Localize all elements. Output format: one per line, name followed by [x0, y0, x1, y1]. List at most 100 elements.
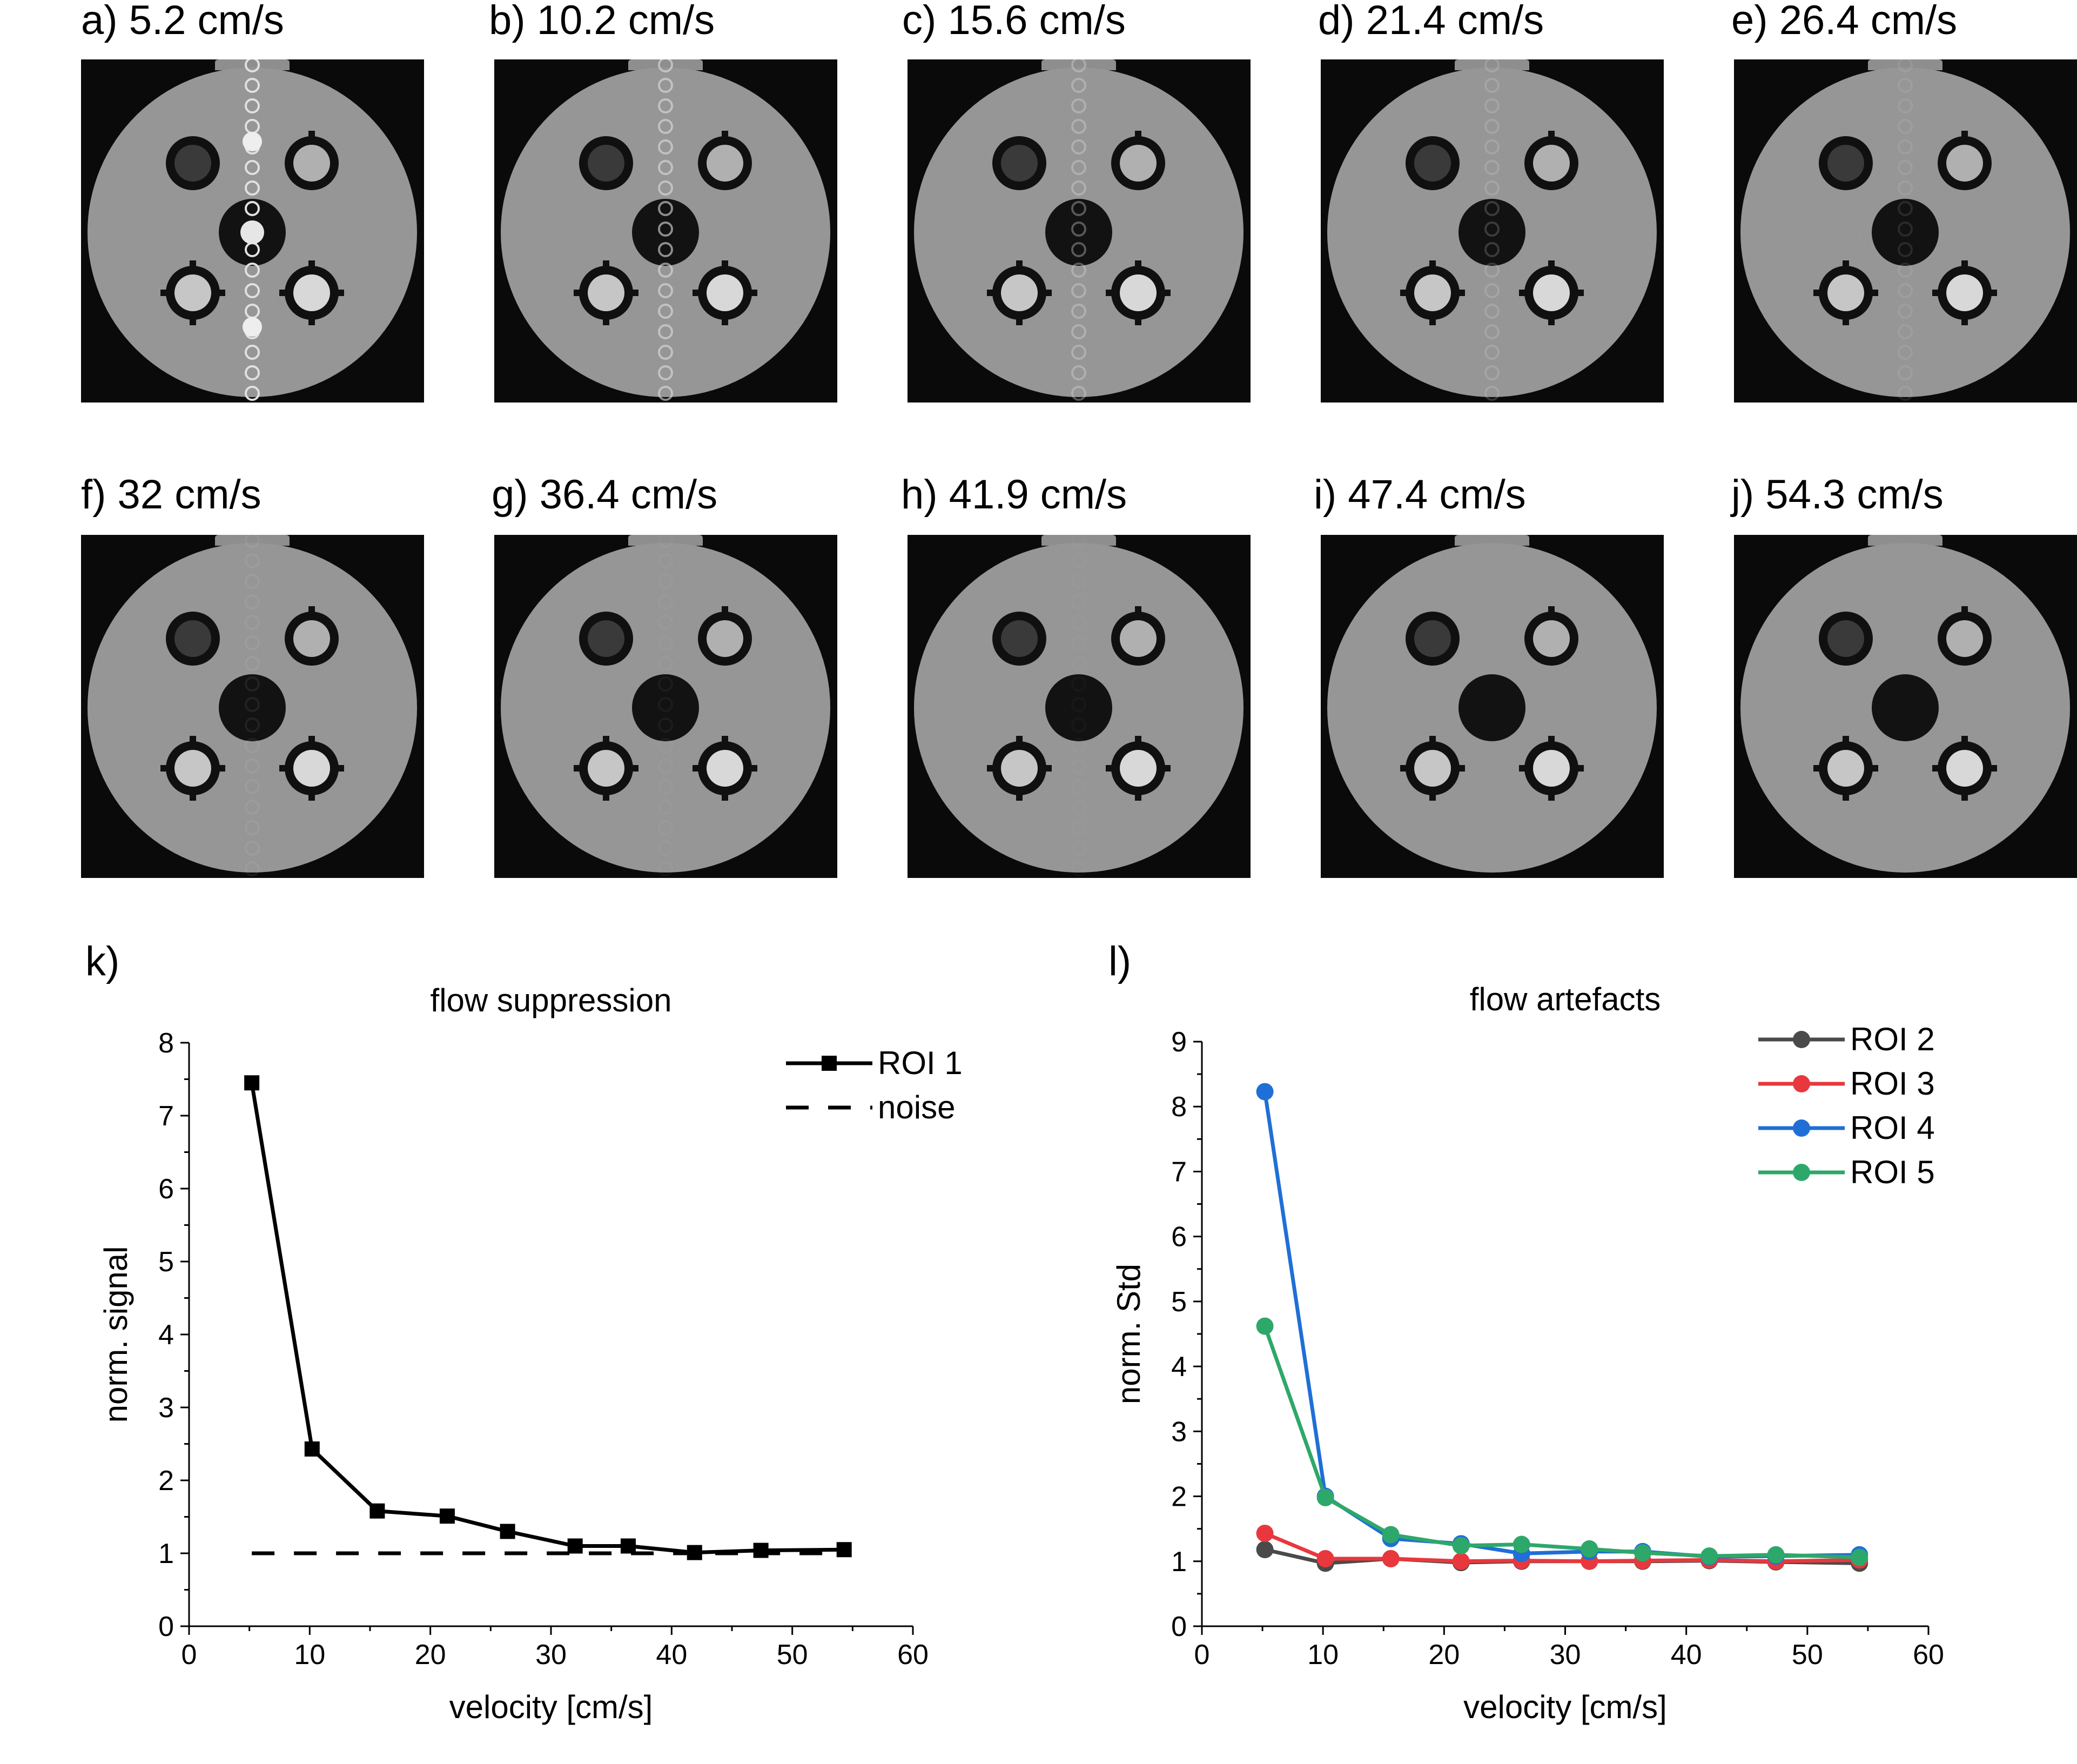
- data-point: [1256, 1525, 1274, 1542]
- panel-label-i: i) 47.4 cm/s: [1314, 472, 1526, 518]
- data-point: [1851, 1548, 1868, 1566]
- y-tick-label: 5: [1171, 1286, 1187, 1318]
- mri-image-j: [1734, 535, 2077, 878]
- series-line-roi-4: [1263, 1091, 1860, 1559]
- panel-label-e: e) 26.4 cm/s: [1731, 0, 1958, 43]
- legend-marker: [822, 1056, 837, 1071]
- mri-image-g: [494, 535, 837, 878]
- chart-flow-artefacts: 0 10 20 30 40 50 60 0 1 2 3 4 5 6 7 8 9 flow artefacts vel…: [1026, 972, 2077, 1764]
- x-tick-label: 0: [1194, 1639, 1210, 1671]
- panel-label-k: k): [85, 938, 120, 984]
- series-line-roi-5: [1263, 1325, 1860, 1560]
- data-point: [620, 1538, 636, 1554]
- series-line-roi-3: [1264, 1531, 1860, 1564]
- y-tick-label: 7: [158, 1101, 174, 1132]
- data-point: [1452, 1552, 1470, 1570]
- data-point: [369, 1503, 385, 1519]
- chart-k-svg: 0 10 20 30 40 50 60 0 1 2 3 4 5 6 7 8 flow suppression ve…: [98, 982, 963, 1725]
- data-point: [304, 1441, 320, 1457]
- x-tick-label: 40: [1671, 1639, 1702, 1671]
- panel-label-l: l): [1108, 938, 1132, 984]
- data-point: [753, 1542, 769, 1558]
- x-tick-label: 30: [535, 1639, 567, 1671]
- legend-label: ROI 1: [878, 1045, 963, 1081]
- mri-image-b: [494, 59, 837, 403]
- legend-marker: [1793, 1031, 1810, 1048]
- y-tick-label: 3: [158, 1392, 174, 1424]
- phantom-graphic: [501, 59, 830, 401]
- phantom-graphic: [88, 59, 417, 401]
- phantom-graphic: [1740, 59, 2070, 401]
- data-point: [1382, 1526, 1400, 1544]
- data-point: [1256, 1317, 1274, 1335]
- phantom-graphic: [914, 59, 1243, 401]
- data-point: [1700, 1547, 1718, 1565]
- phantom-graphic: [1327, 59, 1657, 401]
- phantom-graphic: [88, 535, 417, 876]
- x-tick-label: 10: [1307, 1639, 1339, 1671]
- panel-label-h: h) 41.9 cm/s: [901, 472, 1127, 518]
- y-tick-label: 2: [1171, 1481, 1187, 1513]
- panel-label-g: g) 36.4 cm/s: [492, 472, 718, 518]
- x-tick-label: 0: [182, 1639, 197, 1671]
- y-tick-label: 4: [158, 1319, 174, 1351]
- data-point: [500, 1524, 515, 1539]
- data-point: [1634, 1544, 1651, 1562]
- x-tick-label: 50: [1792, 1639, 1823, 1671]
- data-point: [1767, 1546, 1785, 1564]
- y-axis-label: norm. Std: [1111, 1264, 1147, 1404]
- y-axis-label: norm. signal: [98, 1246, 134, 1423]
- mri-image-c: [908, 59, 1251, 403]
- panel-label-j: j) 54.3 cm/s: [1731, 472, 1944, 518]
- legend-marker: [1793, 1075, 1810, 1092]
- mri-image-h: [908, 535, 1251, 878]
- chart-title: flow suppression: [431, 982, 672, 1018]
- y-tick-label: 4: [1171, 1351, 1187, 1383]
- legend-label: ROI 2: [1850, 1021, 1935, 1057]
- data-point: [1316, 1550, 1334, 1567]
- y-tick-label: 8: [158, 1028, 174, 1059]
- data-point: [1452, 1537, 1470, 1554]
- panel-label-b: b) 10.2 cm/s: [489, 0, 715, 43]
- x-tick-label: 60: [1913, 1639, 1944, 1671]
- x-tick-label: 60: [897, 1639, 929, 1671]
- y-tick-label: 6: [1171, 1222, 1187, 1253]
- data-point: [1513, 1535, 1530, 1553]
- x-axis-label: velocity [cm/s]: [1463, 1689, 1667, 1725]
- mri-image-f: [81, 535, 424, 878]
- data-point: [1256, 1083, 1274, 1101]
- y-tick-label: 2: [158, 1465, 174, 1497]
- chart-l-svg: 0 10 20 30 40 50 60 0 1 2 3 4 5 6 7 8 9 flow artefacts vel…: [1111, 981, 1944, 1725]
- phantom-graphic: [501, 535, 830, 876]
- y-tick-label: 1: [158, 1538, 174, 1570]
- chart-title: flow artefacts: [1470, 981, 1661, 1017]
- x-tick-label: 40: [656, 1639, 687, 1671]
- mri-image-i: [1321, 535, 1664, 878]
- legend-label: noise: [878, 1089, 955, 1125]
- y-tick-label: 9: [1171, 1027, 1187, 1058]
- data-point: [439, 1508, 455, 1524]
- phantom-graphic: [914, 535, 1243, 873]
- y-tick-label: 0: [158, 1611, 174, 1642]
- series-line-roi-1: [250, 1082, 844, 1555]
- x-tick-label: 30: [1550, 1639, 1581, 1671]
- x-tick-label: 10: [294, 1639, 325, 1671]
- chart-flow-suppression: 0 10 20 30 40 50 60 0 1 2 3 4 5 6 7 8 flow suppression ve…: [0, 972, 1026, 1764]
- x-tick-label: 50: [777, 1639, 808, 1671]
- data-point: [1382, 1550, 1400, 1567]
- legend-label: ROI 5: [1850, 1154, 1935, 1190]
- panel-label-f: f) 32 cm/s: [81, 472, 261, 518]
- phantom-graphic: [1740, 535, 2070, 873]
- x-axis-label: velocity [cm/s]: [449, 1689, 653, 1725]
- x-tick-label: 20: [1428, 1639, 1460, 1671]
- y-tick-label: 7: [1171, 1156, 1187, 1188]
- y-tick-label: 8: [1171, 1091, 1187, 1123]
- data-point: [1581, 1540, 1598, 1558]
- panel-label-c: c) 15.6 cm/s: [902, 0, 1126, 43]
- data-point: [244, 1075, 260, 1091]
- legend-marker: [1793, 1119, 1810, 1137]
- data-point: [1256, 1541, 1274, 1559]
- y-tick-label: 0: [1171, 1611, 1187, 1642]
- mri-image-d: [1321, 59, 1664, 403]
- data-point: [1316, 1488, 1334, 1506]
